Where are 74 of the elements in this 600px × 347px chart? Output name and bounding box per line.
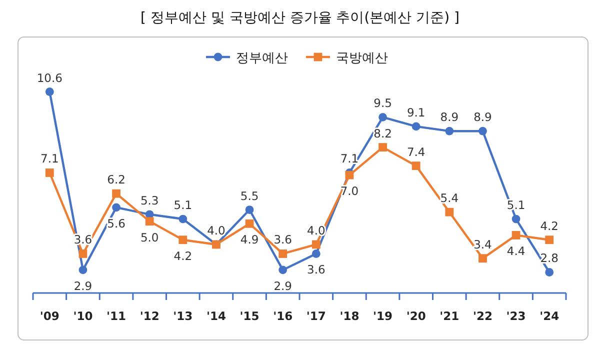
x-tick-label: '15 — [240, 309, 260, 323]
point — [112, 203, 120, 212]
x-tick-label: '21 — [440, 309, 460, 323]
data-label: 4.4 — [506, 244, 526, 258]
point — [245, 206, 254, 214]
x-tick-label: '12 — [140, 309, 160, 323]
x-tick-label: '17 — [306, 309, 326, 323]
data-label: 5.4 — [440, 191, 459, 206]
x-tick-label: '09 — [40, 309, 60, 323]
point — [278, 266, 288, 274]
data-label: 4.9 — [240, 232, 259, 247]
data-label: 9.1 — [406, 105, 426, 120]
point — [445, 126, 454, 136]
data-label: 5.3 — [140, 193, 159, 208]
data-label: 9.5 — [374, 96, 392, 110]
x-tick-label: '20 — [406, 309, 426, 323]
point — [178, 236, 188, 244]
data-label: 5.1 — [174, 198, 192, 212]
point — [478, 254, 487, 263]
point — [378, 143, 387, 152]
point — [412, 122, 420, 131]
point — [78, 266, 88, 274]
point — [545, 236, 554, 244]
point — [245, 219, 254, 228]
x-tick-label: '14 — [206, 309, 226, 323]
x-tick-label: '19 — [373, 309, 393, 323]
x-tick-label: '23 — [506, 309, 526, 323]
point — [312, 240, 320, 249]
data-label: 3.4 — [474, 237, 492, 252]
point — [378, 113, 387, 122]
data-label: 2.9 — [274, 278, 292, 293]
x-tick-label: '11 — [106, 309, 126, 323]
data-label: 5.5 — [240, 188, 259, 203]
point — [45, 88, 54, 96]
data-label: 3.6 — [307, 262, 326, 277]
point — [445, 208, 454, 216]
legend-label: 국방예산 — [336, 51, 388, 66]
point — [178, 214, 188, 224]
point — [545, 268, 554, 276]
x-tick-label: '13 — [173, 309, 193, 323]
data-label: 7.1 — [340, 152, 359, 166]
point — [278, 250, 288, 258]
point — [145, 217, 154, 226]
data-label: 4.0 — [207, 223, 226, 238]
point — [512, 231, 520, 240]
data-label: 5.6 — [107, 216, 126, 230]
point — [345, 170, 354, 180]
data-label: 7.1 — [40, 152, 59, 166]
point — [312, 250, 320, 258]
point — [45, 168, 54, 177]
x-tick-label: '22 — [472, 309, 492, 323]
point — [112, 189, 120, 198]
point — [478, 126, 487, 136]
data-label: 5.0 — [140, 230, 159, 244]
x-tick-label: '24 — [540, 309, 560, 323]
data-label: 2.8 — [540, 251, 558, 266]
data-label: 8.2 — [374, 126, 392, 140]
data-label: 4.2 — [174, 248, 192, 263]
x-tick-label: '18 — [340, 309, 360, 323]
data-label: 8.9 — [440, 110, 459, 124]
point — [78, 250, 88, 258]
data-label: 7.4 — [406, 144, 426, 159]
x-tick-label: '16 — [273, 309, 293, 323]
data-label: 4.2 — [540, 218, 558, 233]
data-label: 8.9 — [474, 110, 492, 124]
point — [412, 162, 420, 170]
data-label: 6.2 — [107, 172, 126, 187]
data-label: 10.6 — [36, 70, 62, 85]
chart-title: [ 정부예산 및 국방예산 증가율 추이(본예산 기준) ] — [140, 10, 460, 26]
x-tick-label: '10 — [73, 309, 93, 323]
point — [512, 214, 520, 224]
data-label: 3.6 — [274, 232, 292, 247]
data-label: 2.9 — [74, 278, 92, 293]
legend-label: 정부예산 — [236, 51, 288, 66]
